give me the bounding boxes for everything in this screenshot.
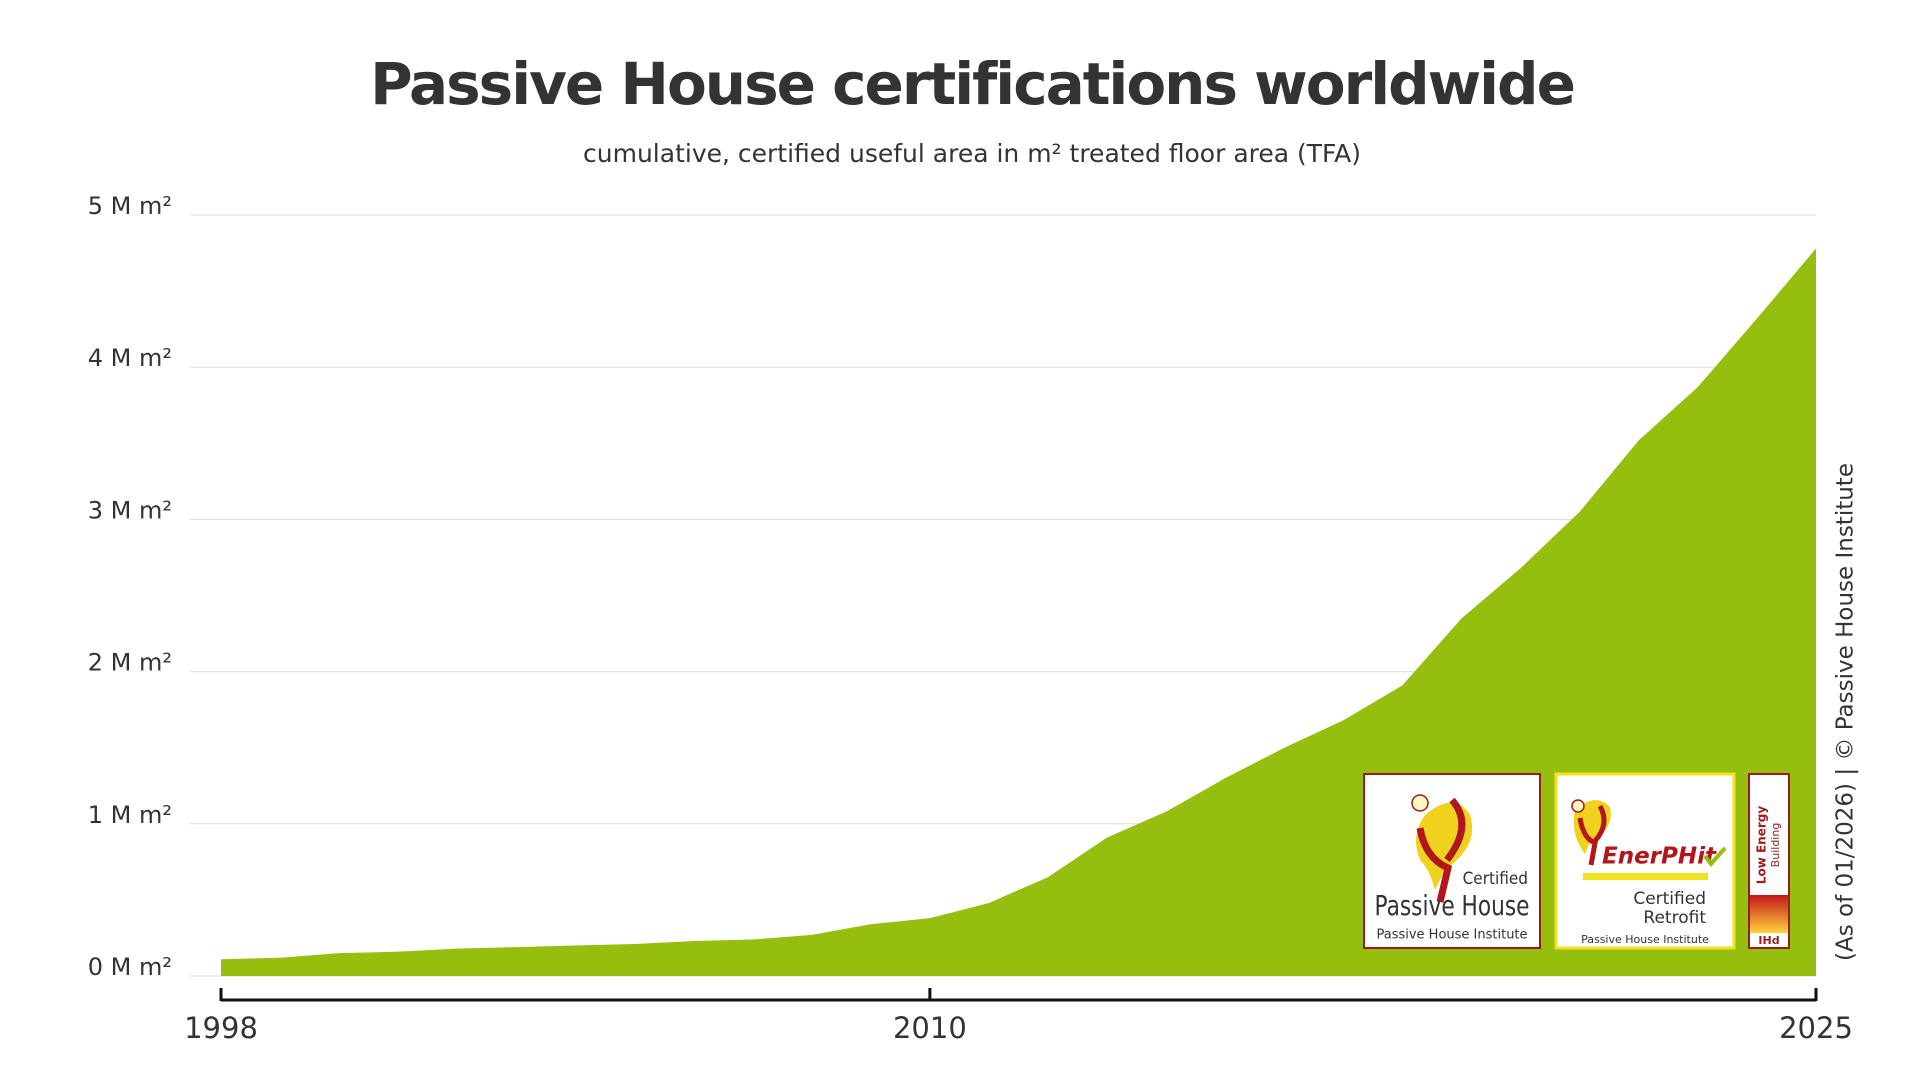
badge-text: EnerPHit [1602,844,1717,870]
badge-logo [1411,794,1429,812]
badge-text: Passive House Institute [1376,928,1527,943]
badge-logo [1703,846,1727,868]
y-tick-label: 1 M m² [88,801,172,829]
copyright-note: (As of 01/2026) | © Passive House Instit… [1833,463,1859,961]
badge-logo [1416,797,1466,903]
badge-logo [1577,804,1607,866]
badge-logo [1416,802,1473,890]
y-tick-label: 4 M m² [88,344,172,372]
y-tick-label: 3 M m² [88,496,172,524]
badge-text: Certified [1633,889,1706,909]
badge-text: Retrofit [1643,908,1706,928]
badge-text: Passive House Institute [1581,933,1709,946]
chart-subtitle: cumulative, certified useful area in m² … [583,139,1361,168]
badge-text: Certified [1463,869,1528,889]
badge-bar [1583,873,1708,880]
y-tick-label: 0 M m² [88,953,172,981]
x-tick-label: 1998 [184,1011,258,1045]
badge-text: Building [1769,823,1782,868]
y-tick-label: 2 M m² [88,649,172,677]
badge-text: Passive House [1375,889,1530,922]
chart-title: Passive House certifications worldwide [370,50,1574,118]
y-tick-label: 5 M m² [88,192,172,220]
x-tick-label: 2025 [1779,1011,1853,1045]
badge-text: IHd [1758,934,1779,947]
badge-logo [1571,799,1585,813]
badge-text: Low Energy [1755,806,1769,885]
x-tick-label: 2010 [893,1011,967,1045]
badge-bar [1750,895,1788,933]
